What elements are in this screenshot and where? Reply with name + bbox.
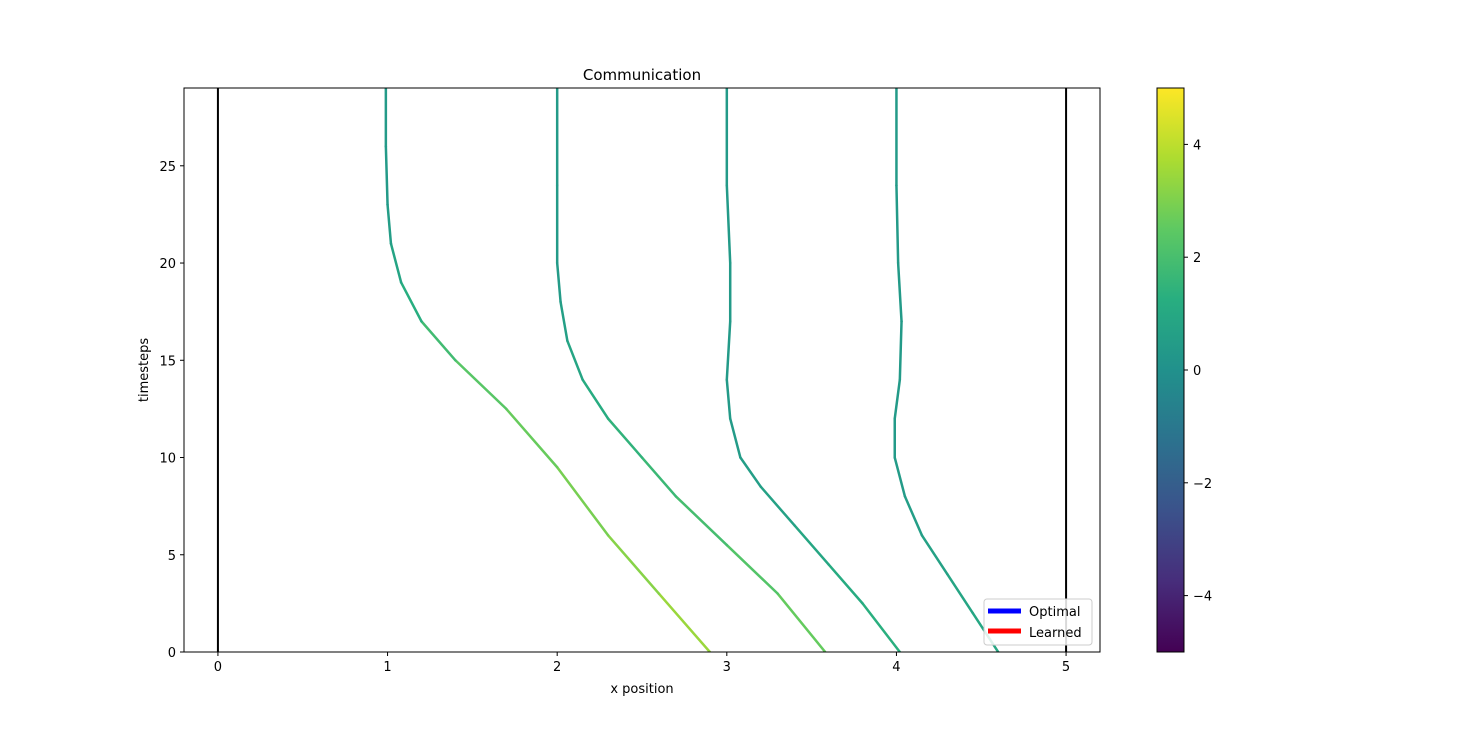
x-tick-label: 1 [383,660,391,675]
trajectory-segment [793,524,830,566]
trajectory-segment [725,183,732,265]
trajectory-segment [776,592,827,652]
trajectory-segment [606,417,644,459]
trajectory-segment [725,543,779,595]
trajectory-2 [725,88,902,652]
x-tick-label: 3 [723,660,731,675]
trajectory-segment [898,320,903,381]
trajectory-segment [420,320,457,362]
trajectory-segment [505,407,559,469]
trajectory-segment [946,572,975,615]
trajectory-segment [399,281,423,323]
trajectory-segment [893,378,902,420]
trajectory-segment [920,534,949,576]
trajectory-segment [739,456,762,488]
trajectory-segment [657,592,712,652]
colorbar-gradient [1156,87,1185,653]
trajectory-segment [674,495,729,547]
trajectory-segment [454,359,508,411]
trajectory-segment [893,456,907,498]
trajectory-segment [566,339,584,381]
plot-area [183,87,1101,653]
legend-label-optimal: Optimal [1029,605,1080,620]
trajectory-segment [895,183,900,265]
x-tick-label: 2 [553,660,561,675]
legend: Optimal Learned [983,598,1093,646]
trajectory-segment [555,261,562,304]
colorbar-tick-label: −2 [1193,477,1212,492]
trajectory-1 [555,88,827,652]
x-axis-label: x position [610,682,673,697]
colorbar-tick-label: −4 [1193,590,1212,605]
y-axis-ticks: 0 5 10 15 20 25 [159,160,184,661]
x-tick-label: 4 [892,660,900,675]
trajectory-segment [725,320,732,381]
y-tick-label: 0 [168,646,176,661]
x-tick-label: 5 [1062,660,1070,675]
colorbar-tick-label: 0 [1193,364,1201,379]
trajectory-segment [559,300,569,343]
trajectory-segment [555,465,610,537]
y-tick-label: 5 [168,549,176,564]
trajectory-segment [606,534,661,595]
x-tick-label: 0 [214,660,222,675]
y-tick-label: 25 [159,160,176,175]
trajectory-0 [384,88,712,652]
trajectory-segment [827,563,864,605]
trajectory-segment [389,242,403,284]
trajectory-segment [759,485,796,527]
legend-label-learned: Learned [1029,626,1082,641]
y-tick-label: 20 [159,257,176,272]
y-tick-label: 15 [159,354,176,369]
trajectory-segment [384,145,389,206]
trajectory-segment [861,602,902,652]
trajectory-segment [725,378,732,420]
y-axis-label: timesteps [137,338,152,402]
plot-frame [183,87,1101,653]
trajectory-segment [896,261,903,323]
trajectory-segment [386,203,393,245]
x-axis-ticks: 0 1 2 3 4 5 [214,652,1070,675]
colorbar: −4 −2 0 2 4 [1156,87,1212,653]
trajectory-segment [728,417,742,459]
y-tick-label: 10 [159,452,176,467]
colorbar-tick-label: 4 [1193,138,1201,153]
trajectory-3 [893,88,1000,652]
trajectory-segment [581,378,610,420]
colorbar-tick-label: 2 [1193,251,1201,266]
chart-title: Communication [583,66,701,84]
trajectory-segment [903,495,924,537]
trajectory-segment [640,456,678,498]
